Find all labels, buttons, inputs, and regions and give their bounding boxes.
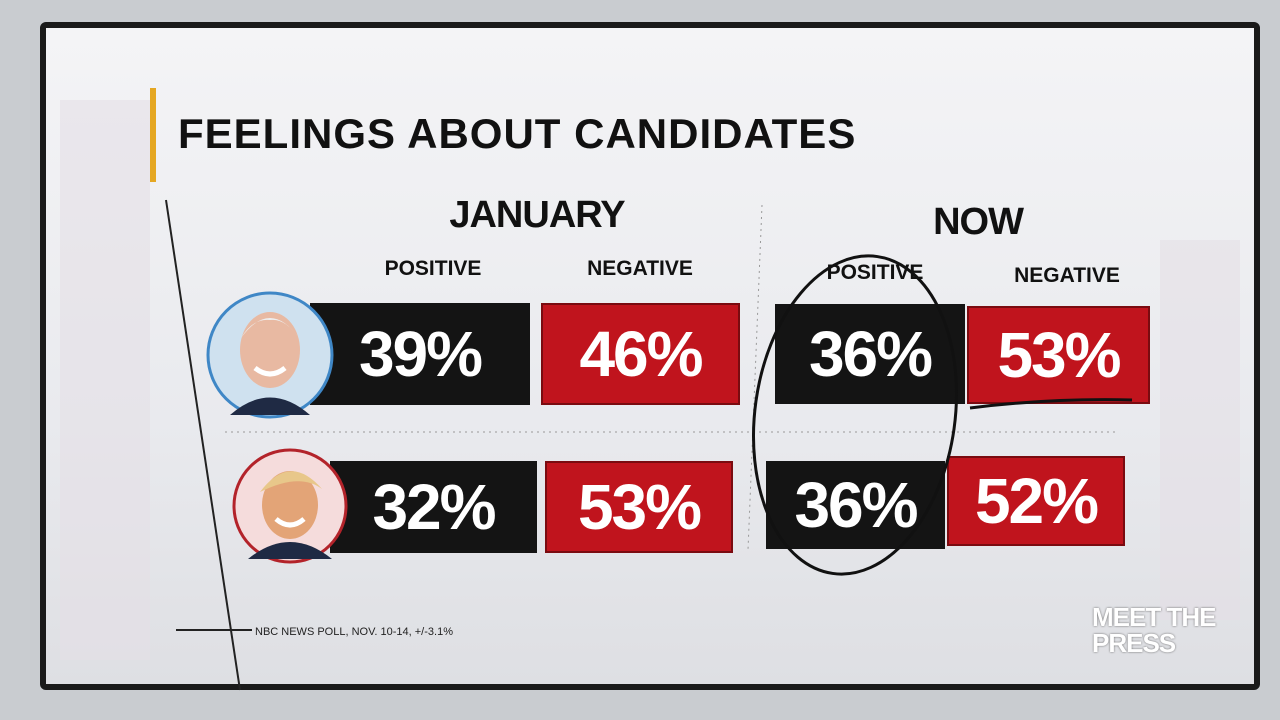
value-cell: 52% bbox=[947, 456, 1125, 546]
column-header: NEGATIVE bbox=[587, 257, 693, 280]
column-header: POSITIVE bbox=[826, 261, 924, 284]
side-pattern bbox=[1160, 240, 1240, 620]
value-cell: 36% bbox=[766, 461, 945, 549]
value-cell: 39% bbox=[310, 303, 530, 405]
value-cell: 53% bbox=[967, 306, 1150, 404]
value-cell: 36% bbox=[775, 304, 965, 404]
value-cell: 46% bbox=[541, 303, 740, 405]
title: FEELINGS ABOUT CANDIDATES bbox=[178, 110, 857, 157]
hand-drawn-underline bbox=[969, 398, 1133, 410]
value-cell: 53% bbox=[545, 461, 733, 553]
divider bbox=[165, 199, 241, 691]
side-pattern bbox=[60, 100, 150, 660]
logo: MEET THE PRESS bbox=[1092, 602, 1216, 658]
column-header: POSITIVE bbox=[384, 257, 482, 280]
candidate-photo bbox=[232, 448, 348, 564]
period-label: JANUARY bbox=[449, 194, 625, 236]
title-accent bbox=[150, 88, 156, 182]
candidate-photo bbox=[206, 291, 334, 419]
hand-drawn-circle bbox=[752, 254, 958, 576]
column-header: NEGATIVE bbox=[1014, 264, 1120, 287]
value-cell: 32% bbox=[330, 461, 537, 553]
period-label: NOW bbox=[933, 201, 1024, 243]
source-note: NBC NEWS POLL, NOV. 10-14, +/-3.1% bbox=[255, 626, 453, 638]
